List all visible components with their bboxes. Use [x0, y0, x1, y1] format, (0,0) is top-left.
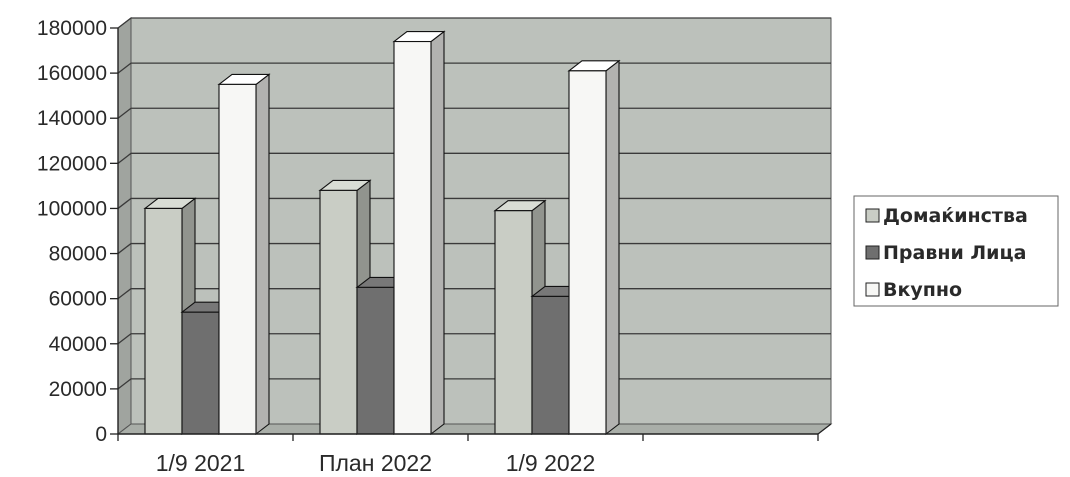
bar-3-3: [567, 59, 621, 436]
legend-swatch: [865, 245, 880, 260]
x-tick-label: План 2022: [319, 450, 432, 476]
side-wall: [117, 16, 132, 436]
y-tick-label: 120000: [37, 152, 107, 175]
legend-label: Правни Лица: [883, 242, 1026, 264]
bar-front: [356, 286, 395, 435]
bar-front: [218, 83, 257, 435]
bar-3-1: [217, 73, 271, 436]
legend-label: Домаќинства: [883, 205, 1028, 227]
bar-front: [494, 210, 533, 435]
y-tick-label: 160000: [37, 62, 107, 85]
bar-3-2: [392, 30, 446, 436]
x-axis-end: [817, 423, 832, 435]
y-tick-label: 0: [95, 423, 107, 446]
x-tick-label: 1/9 2022: [506, 450, 596, 476]
bar-front: [393, 40, 432, 435]
x-tick-label: 1/9 2021: [156, 450, 246, 476]
y-tick-label: 80000: [49, 243, 107, 266]
gridline-180000: [117, 17, 831, 29]
y-tick-label: 100000: [37, 197, 107, 220]
bar-front: [319, 189, 358, 435]
y-tick-label: 40000: [49, 333, 107, 356]
y-tick-label: 180000: [37, 17, 107, 40]
bar-front: [568, 70, 607, 435]
y-tick-label: 140000: [37, 107, 107, 130]
y-tick-label: 20000: [49, 378, 107, 401]
y-tick-label: 60000: [49, 288, 107, 311]
legend-label: Вкупно: [883, 279, 962, 301]
legend-swatch: [865, 208, 880, 223]
bar-front: [181, 311, 220, 435]
legend-swatch: [865, 282, 880, 297]
bar-front: [144, 207, 183, 435]
bar-side: [605, 59, 620, 436]
legend-box: [853, 195, 1059, 307]
bar-side: [255, 73, 270, 436]
bar-front: [531, 295, 570, 435]
bar-side: [430, 30, 445, 436]
